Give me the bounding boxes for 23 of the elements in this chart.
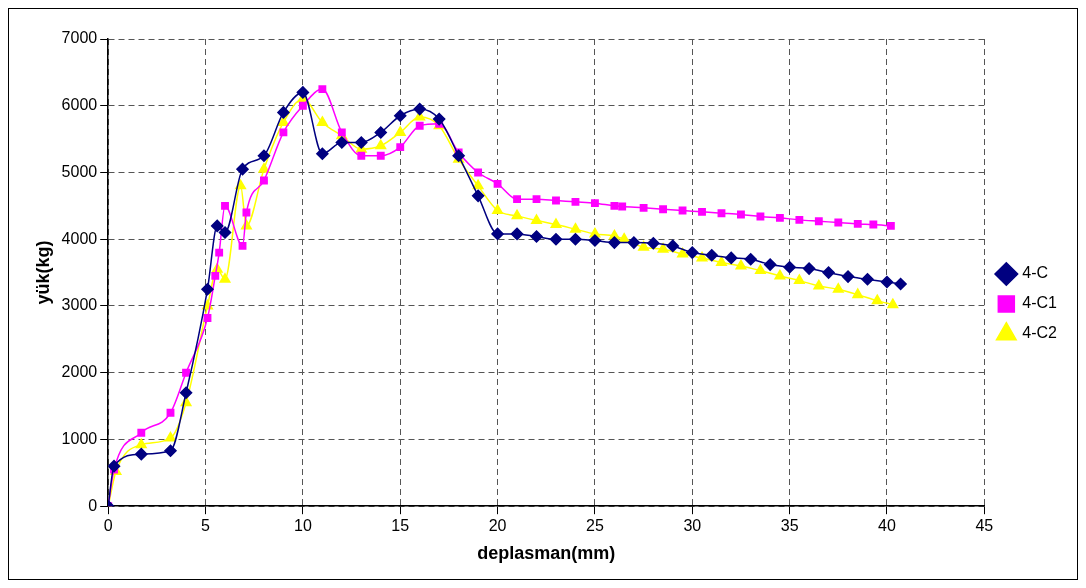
x-tick-label: 5: [201, 517, 211, 535]
legend-label: 4-C: [1022, 264, 1049, 282]
x-tick-label: 10: [293, 517, 312, 535]
x-tick-label: 15: [391, 517, 410, 535]
x-tick-label: 25: [586, 517, 604, 535]
y-tick-label: 5000: [61, 162, 98, 180]
legend-label: 4-C1: [1022, 294, 1058, 312]
x-tick-label: 45: [975, 517, 994, 535]
y-tick-label: 4000: [61, 229, 98, 247]
y-tick-label: 2000: [61, 363, 98, 381]
x-tick-label: 20: [488, 517, 507, 535]
y-axis-title: yük(kg): [32, 240, 53, 305]
legend-label: 4-C2: [1022, 324, 1058, 342]
x-tick-label: 35: [780, 517, 799, 535]
y-tick-label: 0: [88, 496, 98, 514]
x-tick-label: 40: [878, 517, 896, 535]
x-tick-label: 30: [683, 517, 702, 535]
y-tick-label: 3000: [61, 296, 98, 314]
y-tick-label: 1000: [61, 429, 98, 447]
x-tick-label: 0: [103, 517, 113, 535]
y-tick-label: 6000: [61, 96, 98, 114]
x-axis-title: deplasman(mm): [477, 543, 616, 564]
y-tick-label: 7000: [61, 29, 98, 47]
